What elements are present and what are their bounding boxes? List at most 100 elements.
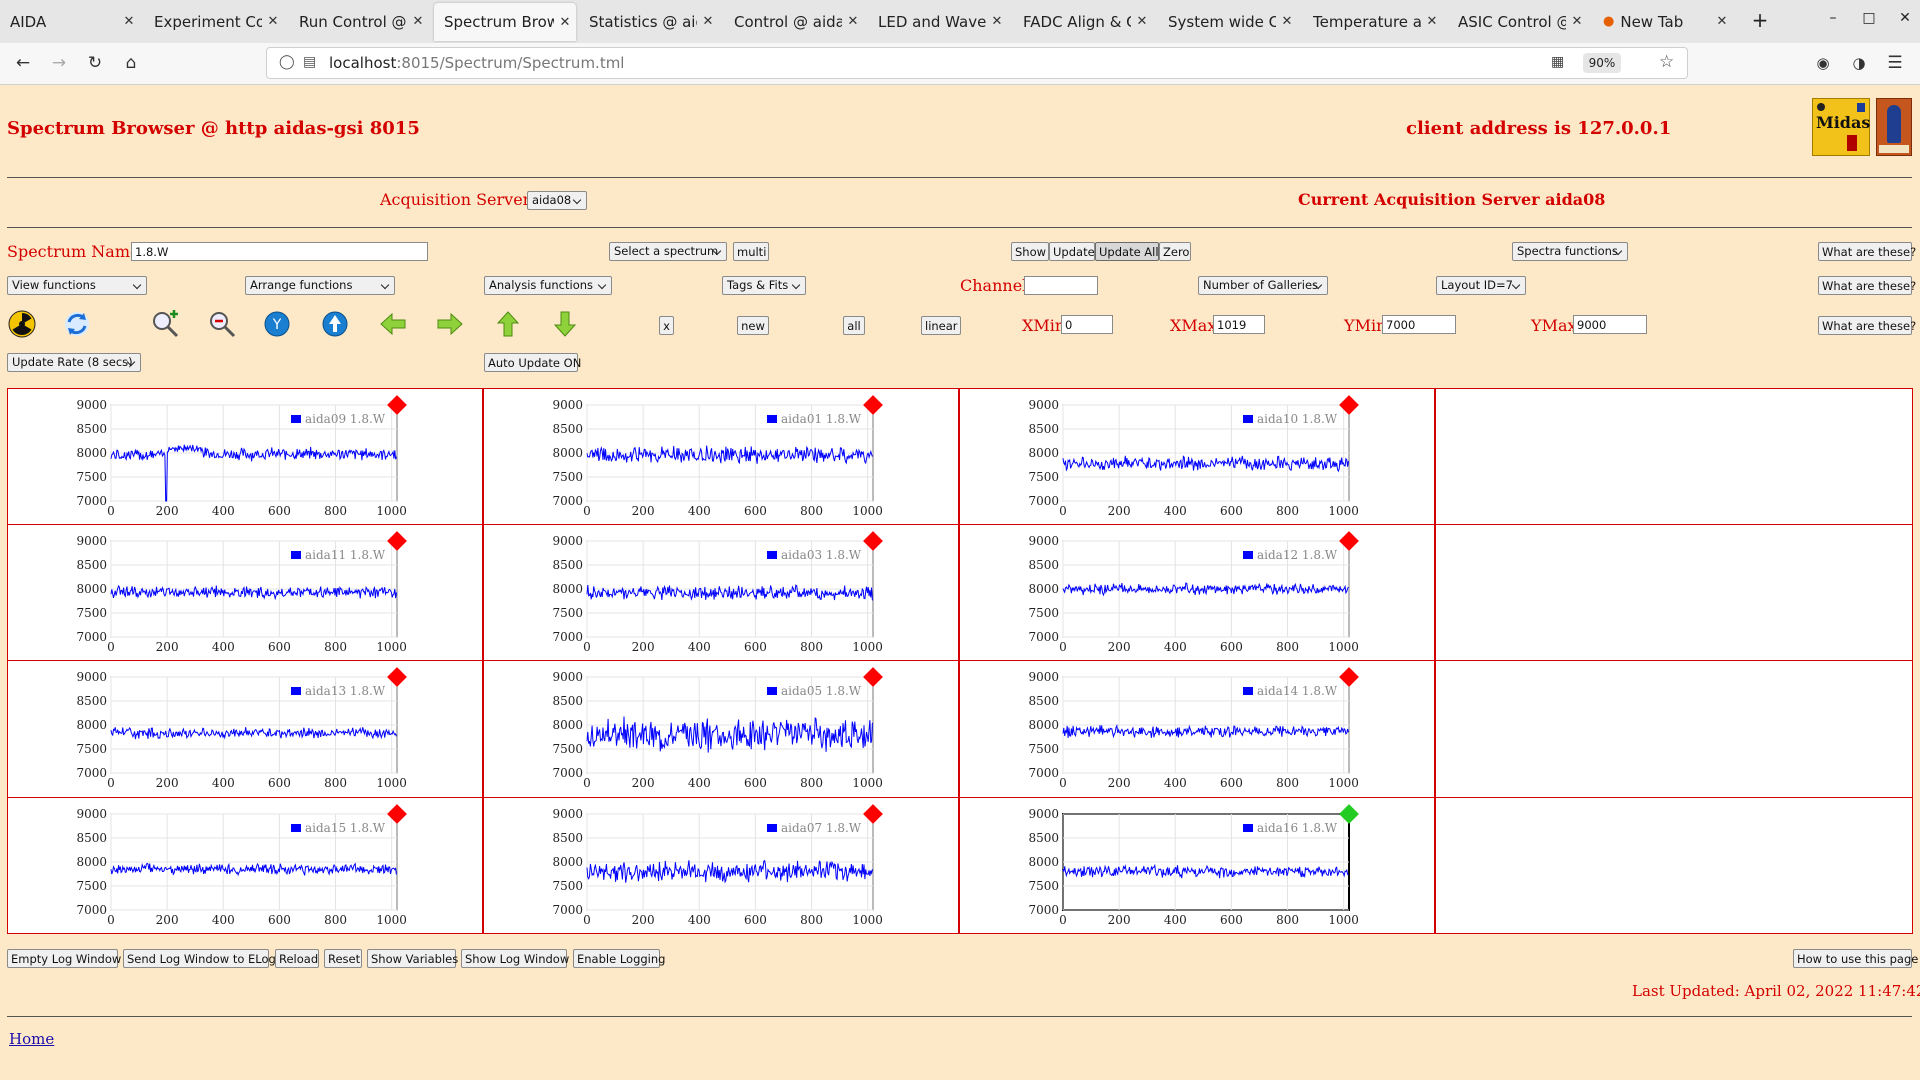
spectrum-plot[interactable]: 7000 7500 8000 8500 9000 0 200 400 600 800 1000 aid…: [484, 525, 957, 659]
close-tab-icon[interactable]: ✕: [1716, 14, 1728, 29]
ymax-input[interactable]: [1573, 315, 1647, 334]
spectrum-chart[interactable]: 7000 7500 8000 8500 9000 0 200 400 600 800 1000 aid…: [959, 524, 1435, 661]
zoom-out-icon[interactable]: [208, 310, 236, 338]
status-marker[interactable]: [1339, 804, 1359, 824]
close-tab-icon[interactable]: ✕: [1136, 14, 1148, 29]
spectrum-chart[interactable]: 7000 7500 8000 8500 9000 0 200 400 600 800 1000 aid…: [959, 388, 1435, 525]
reload-button[interactable]: Reload: [275, 949, 319, 968]
xmin-input[interactable]: [1061, 315, 1113, 334]
reset-button[interactable]: Reset: [324, 949, 362, 968]
spectrum-name-input[interactable]: [131, 242, 428, 261]
spectrum-chart[interactable]: 7000 7500 8000 8500 9000 0 200 400 600 800 1000 aid…: [7, 524, 483, 661]
pocket-icon[interactable]: ◉: [1816, 54, 1830, 72]
reader-mode-icon[interactable]: ▦: [1551, 54, 1565, 70]
zero-button[interactable]: Zero: [1159, 242, 1191, 261]
x-axis-icon[interactable]: [321, 310, 349, 338]
url-bar[interactable]: ◯ ▤ localhost:8015/Spectrum/Spectrum.tml…: [266, 47, 1688, 79]
new-tab-icon[interactable]: +: [1751, 8, 1769, 32]
what-are-these-button-3[interactable]: What are these?: [1818, 316, 1916, 335]
send-log-to-elog-button[interactable]: Send Log Window to ELog: [123, 949, 276, 968]
show-log-window-button[interactable]: Show Log Window: [461, 949, 569, 968]
reload-icon[interactable]: ↻: [87, 53, 103, 73]
browser-tab[interactable]: AIDA ✕: [0, 0, 140, 43]
status-marker[interactable]: [1339, 531, 1359, 551]
spectrum-plot[interactable]: 7000 7500 8000 8500 9000 0 200 400 600 800 1000 aid…: [8, 525, 481, 659]
browser-tab[interactable]: Spectrum Brows ✕: [434, 3, 576, 41]
update-button[interactable]: Update: [1049, 242, 1095, 261]
analysis-functions-select[interactable]: Analysis functions: [484, 276, 612, 295]
spectrum-chart[interactable]: 7000 7500 8000 8500 9000 0 200 400 600 800 1000 aid…: [7, 388, 483, 525]
spectrum-plot[interactable]: 7000 7500 8000 8500 9000 0 200 400 600 800 1000 aid…: [484, 798, 957, 932]
how-to-use-button[interactable]: How to use this page: [1793, 949, 1918, 968]
zoom-in-icon[interactable]: [151, 310, 179, 338]
close-tab-icon[interactable]: ✕: [412, 14, 424, 29]
home-link[interactable]: Home: [9, 1030, 55, 1048]
spectrum-chart[interactable]: 7000 7500 8000 8500 9000 0 200 400 600 800 1000 aid…: [483, 388, 959, 525]
acquisition-server-select[interactable]: aida08: [527, 191, 587, 210]
spectrum-chart[interactable]: 7000 7500 8000 8500 9000 0 200 400 600 800 1000 aid…: [959, 660, 1435, 798]
spectrum-chart[interactable]: 7000 7500 8000 8500 9000 0 200 400 600 800 1000 aid…: [7, 660, 483, 798]
tags-fits-select[interactable]: Tags & Fits: [722, 276, 806, 295]
linear-button[interactable]: linear: [921, 316, 961, 335]
select-spectrum-select[interactable]: Select a spectrum: [609, 242, 727, 261]
auto-update-button[interactable]: Auto Update ON: [484, 353, 581, 372]
status-marker[interactable]: [387, 395, 407, 415]
menu-icon[interactable]: ☰: [1887, 53, 1903, 73]
update-rate-select[interactable]: Update Rate (8 secs): [7, 353, 141, 372]
arrow-up-icon[interactable]: [494, 310, 522, 338]
arrow-down-icon[interactable]: [551, 310, 579, 338]
spectrum-chart[interactable]: 7000 7500 8000 8500 9000 0 200 400 600 800 1000 aid…: [483, 660, 959, 798]
spectra-functions-select[interactable]: Spectra functions: [1512, 242, 1628, 261]
close-tab-icon[interactable]: ✕: [702, 14, 714, 29]
browser-tab[interactable]: Experiment Cont ✕: [144, 0, 284, 43]
spectrum-plot[interactable]: 7000 7500 8000 8500 9000 0 200 400 600 800 1000 aid…: [484, 389, 957, 523]
layout-select[interactable]: Layout ID=7: [1436, 276, 1526, 295]
all-button[interactable]: all: [843, 316, 865, 335]
arrow-right-icon[interactable]: [436, 310, 464, 338]
show-button[interactable]: Show: [1011, 242, 1049, 261]
spectrum-plot[interactable]: 7000 7500 8000 8500 9000 0 200 400 600 800 1000 aid…: [960, 661, 1433, 796]
close-tab-icon[interactable]: ✕: [1426, 14, 1438, 29]
status-marker[interactable]: [1339, 395, 1359, 415]
home-icon[interactable]: ⌂: [125, 53, 137, 73]
spectrum-plot[interactable]: 7000 7500 8000 8500 9000 0 200 400 600 800 1000 aid…: [8, 389, 481, 523]
close-tab-icon[interactable]: ✕: [1281, 14, 1293, 29]
ymin-input[interactable]: [1382, 315, 1456, 334]
browser-tab[interactable]: System wide Che ✕: [1158, 0, 1298, 43]
empty-log-window-button[interactable]: Empty Log Window: [7, 949, 121, 968]
spectrum-plot[interactable]: 7000 7500 8000 8500 9000 0 200 400 600 800 1000 aid…: [484, 661, 957, 796]
close-tab-icon[interactable]: ✕: [991, 14, 1003, 29]
spectrum-plot[interactable]: 7000 7500 8000 8500 9000 0 200 400 600 800 1000 aid…: [960, 798, 1433, 932]
extension-icon[interactable]: ◑: [1852, 54, 1866, 72]
spectrum-plot[interactable]: 7000 7500 8000 8500 9000 0 200 400 600 800 1000 aid…: [8, 798, 481, 932]
close-tab-icon[interactable]: ✕: [559, 14, 571, 30]
refresh-icon[interactable]: [63, 310, 91, 338]
show-variables-button[interactable]: Show Variables: [367, 949, 458, 968]
channel-input[interactable]: [1024, 276, 1098, 295]
spectrum-chart[interactable]: 7000 7500 8000 8500 9000 0 200 400 600 800 1000 aid…: [959, 797, 1435, 934]
bookmark-star-icon[interactable]: ☆: [1659, 52, 1675, 72]
browser-tab[interactable]: ● New Tab ✕: [1593, 0, 1733, 43]
close-window-icon[interactable]: ✕: [1899, 10, 1911, 26]
close-tab-icon[interactable]: ✕: [123, 14, 135, 29]
new-button[interactable]: new: [737, 316, 769, 335]
spectrum-chart[interactable]: 7000 7500 8000 8500 9000 0 200 400 600 800 1000 aid…: [7, 797, 483, 934]
back-icon[interactable]: ←: [15, 53, 31, 73]
spectrum-plot[interactable]: 7000 7500 8000 8500 9000 0 200 400 600 800 1000 aid…: [960, 389, 1433, 523]
multi-button[interactable]: multi: [733, 242, 769, 261]
arrange-functions-select[interactable]: Arrange functions: [245, 276, 395, 295]
arrow-left-icon[interactable]: [379, 310, 407, 338]
browser-tab[interactable]: Temperature and ✕: [1303, 0, 1443, 43]
radiation-icon[interactable]: [8, 310, 36, 338]
browser-tab[interactable]: ASIC Control @ a ✕: [1448, 0, 1588, 43]
browser-tab[interactable]: Control @ aidas- ✕: [724, 0, 864, 43]
number-of-galleries-select[interactable]: Number of Galleries: [1198, 276, 1328, 295]
spectrum-chart[interactable]: 7000 7500 8000 8500 9000 0 200 400 600 800 1000 aid…: [483, 797, 959, 934]
maximize-icon[interactable]: □: [1862, 10, 1876, 26]
what-are-these-button-1[interactable]: What are these?: [1818, 242, 1916, 261]
x-button[interactable]: x: [659, 316, 674, 335]
spectrum-plot[interactable]: 7000 7500 8000 8500 9000 0 200 400 600 800 1000 aid…: [960, 525, 1433, 659]
browser-tab[interactable]: Run Control @ ai ✕: [289, 0, 429, 43]
view-functions-select[interactable]: View functions: [7, 276, 147, 295]
browser-tab[interactable]: Statistics @ aida ✕: [579, 0, 719, 43]
